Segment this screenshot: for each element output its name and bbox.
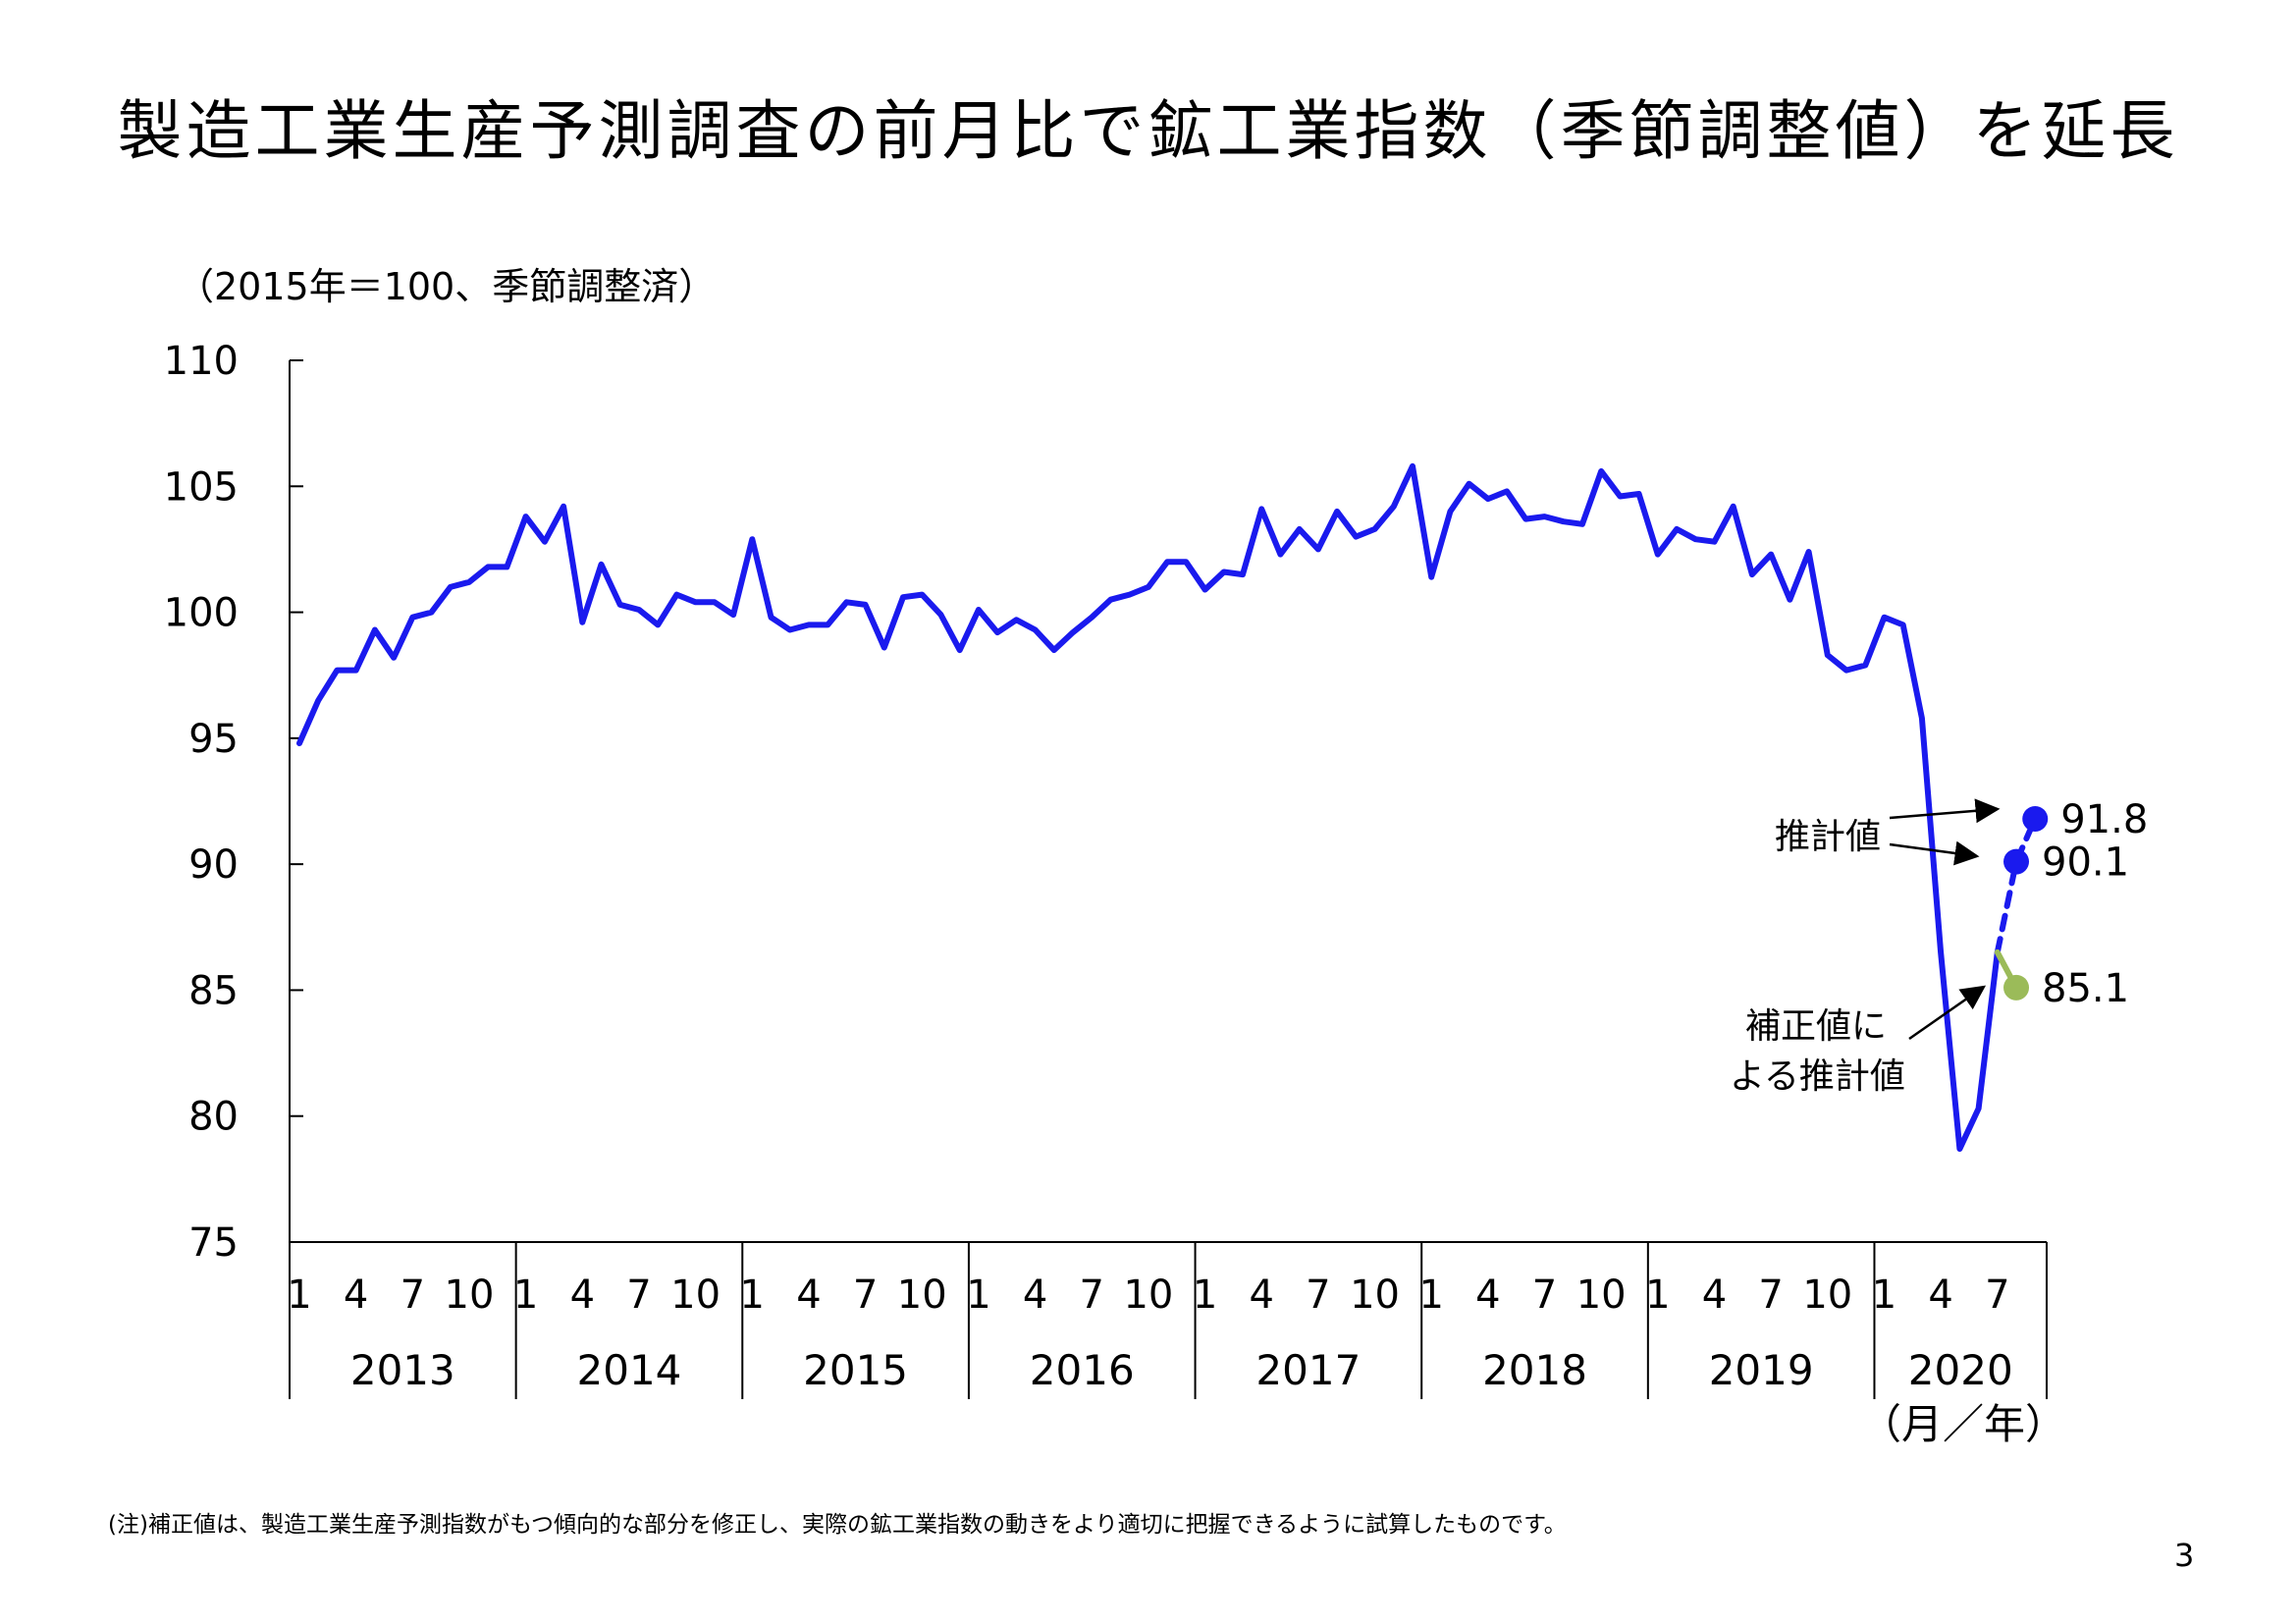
- y-tick-label: 75: [188, 1220, 239, 1266]
- month-label: 4: [570, 1272, 595, 1318]
- axes: [289, 360, 2047, 1243]
- series-line-1: [296, 462, 2001, 1153]
- month-label: 7: [1985, 1272, 2009, 1318]
- month-label: 10: [897, 1272, 947, 1318]
- point-markers: [2003, 805, 2049, 1001]
- month-label: 7: [1532, 1272, 1557, 1318]
- month-label: 7: [1306, 1272, 1330, 1318]
- y-tick-label: 100: [164, 591, 239, 636]
- month-label: 10: [1123, 1272, 1173, 1318]
- month-label: 4: [1475, 1272, 1500, 1318]
- year-label: 2020: [1908, 1346, 2013, 1394]
- month-label: 1: [966, 1272, 990, 1318]
- month-label: 1: [1418, 1272, 1443, 1318]
- year-label: 2014: [577, 1346, 682, 1394]
- data-value-label: 85.1: [2042, 966, 2129, 1011]
- month-label: 10: [670, 1272, 721, 1318]
- year-label: 2019: [1709, 1346, 1814, 1394]
- month-label: 10: [1576, 1272, 1627, 1318]
- y-tick-label: 95: [188, 717, 239, 762]
- month-label: 7: [853, 1272, 878, 1318]
- month-label: 10: [445, 1272, 495, 1318]
- data-value-label: 91.8: [2060, 797, 2148, 842]
- y-tick-label: 80: [188, 1095, 239, 1140]
- month-label: 4: [1249, 1272, 1273, 1318]
- page-number: 3: [2174, 1537, 2195, 1574]
- month-label: 7: [1758, 1272, 1783, 1318]
- month-label: 4: [1023, 1272, 1047, 1318]
- month-label: 1: [513, 1272, 538, 1318]
- y-tick-label: 90: [188, 842, 239, 888]
- year-label: 2016: [1030, 1346, 1135, 1394]
- x-axis-label: （月／年）: [1860, 1400, 2066, 1448]
- month-label: 4: [796, 1272, 821, 1318]
- annotations: 推計値 補正値に よる推計値: [1730, 798, 2001, 1097]
- estimate-label: 推計値: [1775, 817, 1881, 857]
- month-label: 1: [1645, 1272, 1670, 1318]
- data-value-label: 90.1: [2042, 840, 2129, 886]
- data-point-marker: [2003, 848, 2030, 875]
- year-label: 2017: [1255, 1346, 1361, 1394]
- y-tick-label: 105: [164, 464, 239, 510]
- month-label: 7: [400, 1272, 425, 1318]
- month-label: 7: [626, 1272, 651, 1318]
- year-label: 2013: [350, 1346, 455, 1394]
- month-label: 1: [1872, 1272, 1896, 1318]
- month-label: 1: [1193, 1272, 1217, 1318]
- month-label: 10: [1802, 1272, 1852, 1318]
- unit-note: （2015年＝100、季節調整済）: [177, 265, 716, 308]
- month-label: 4: [1928, 1272, 1952, 1318]
- footnote: (注)補正値は、製造工業生産予測指数がもつ傾向的な部分を修正し、実際の鉱工業指数…: [108, 1512, 1567, 1538]
- month-label: 1: [287, 1272, 311, 1318]
- estimate-arrow-upper: [1889, 798, 2001, 824]
- page-title: 製造工業生産予測調査の前月比で鉱工業指数（季節調整値）を延長: [117, 93, 2179, 169]
- corrected-estimate-arrow: [1908, 985, 1987, 1041]
- y-tick-label: 110: [164, 339, 239, 384]
- series-line-2: [1994, 816, 2039, 955]
- month-label: 10: [1350, 1272, 1400, 1318]
- year-label: 2018: [1482, 1346, 1587, 1394]
- data-point-marker: [2003, 974, 2030, 1001]
- y-tick-label: 85: [188, 968, 239, 1013]
- month-label: 7: [1080, 1272, 1104, 1318]
- month-label: 4: [344, 1272, 368, 1318]
- data-point-marker: [2022, 805, 2049, 832]
- corrected-estimate-label-line1: 補正値に: [1745, 1006, 1887, 1047]
- value-labels: 91.890.1 85.1: [2042, 797, 2148, 1011]
- corrected-estimate-label-line2: よる推計値: [1730, 1056, 1905, 1097]
- month-label: 1: [740, 1272, 765, 1318]
- y-axis-ticks: 75 80 85 90 95 100 105 110: [164, 339, 303, 1266]
- month-label: 4: [1702, 1272, 1727, 1318]
- year-label: 2015: [803, 1346, 908, 1394]
- estimate-arrow-lower: [1889, 840, 1980, 866]
